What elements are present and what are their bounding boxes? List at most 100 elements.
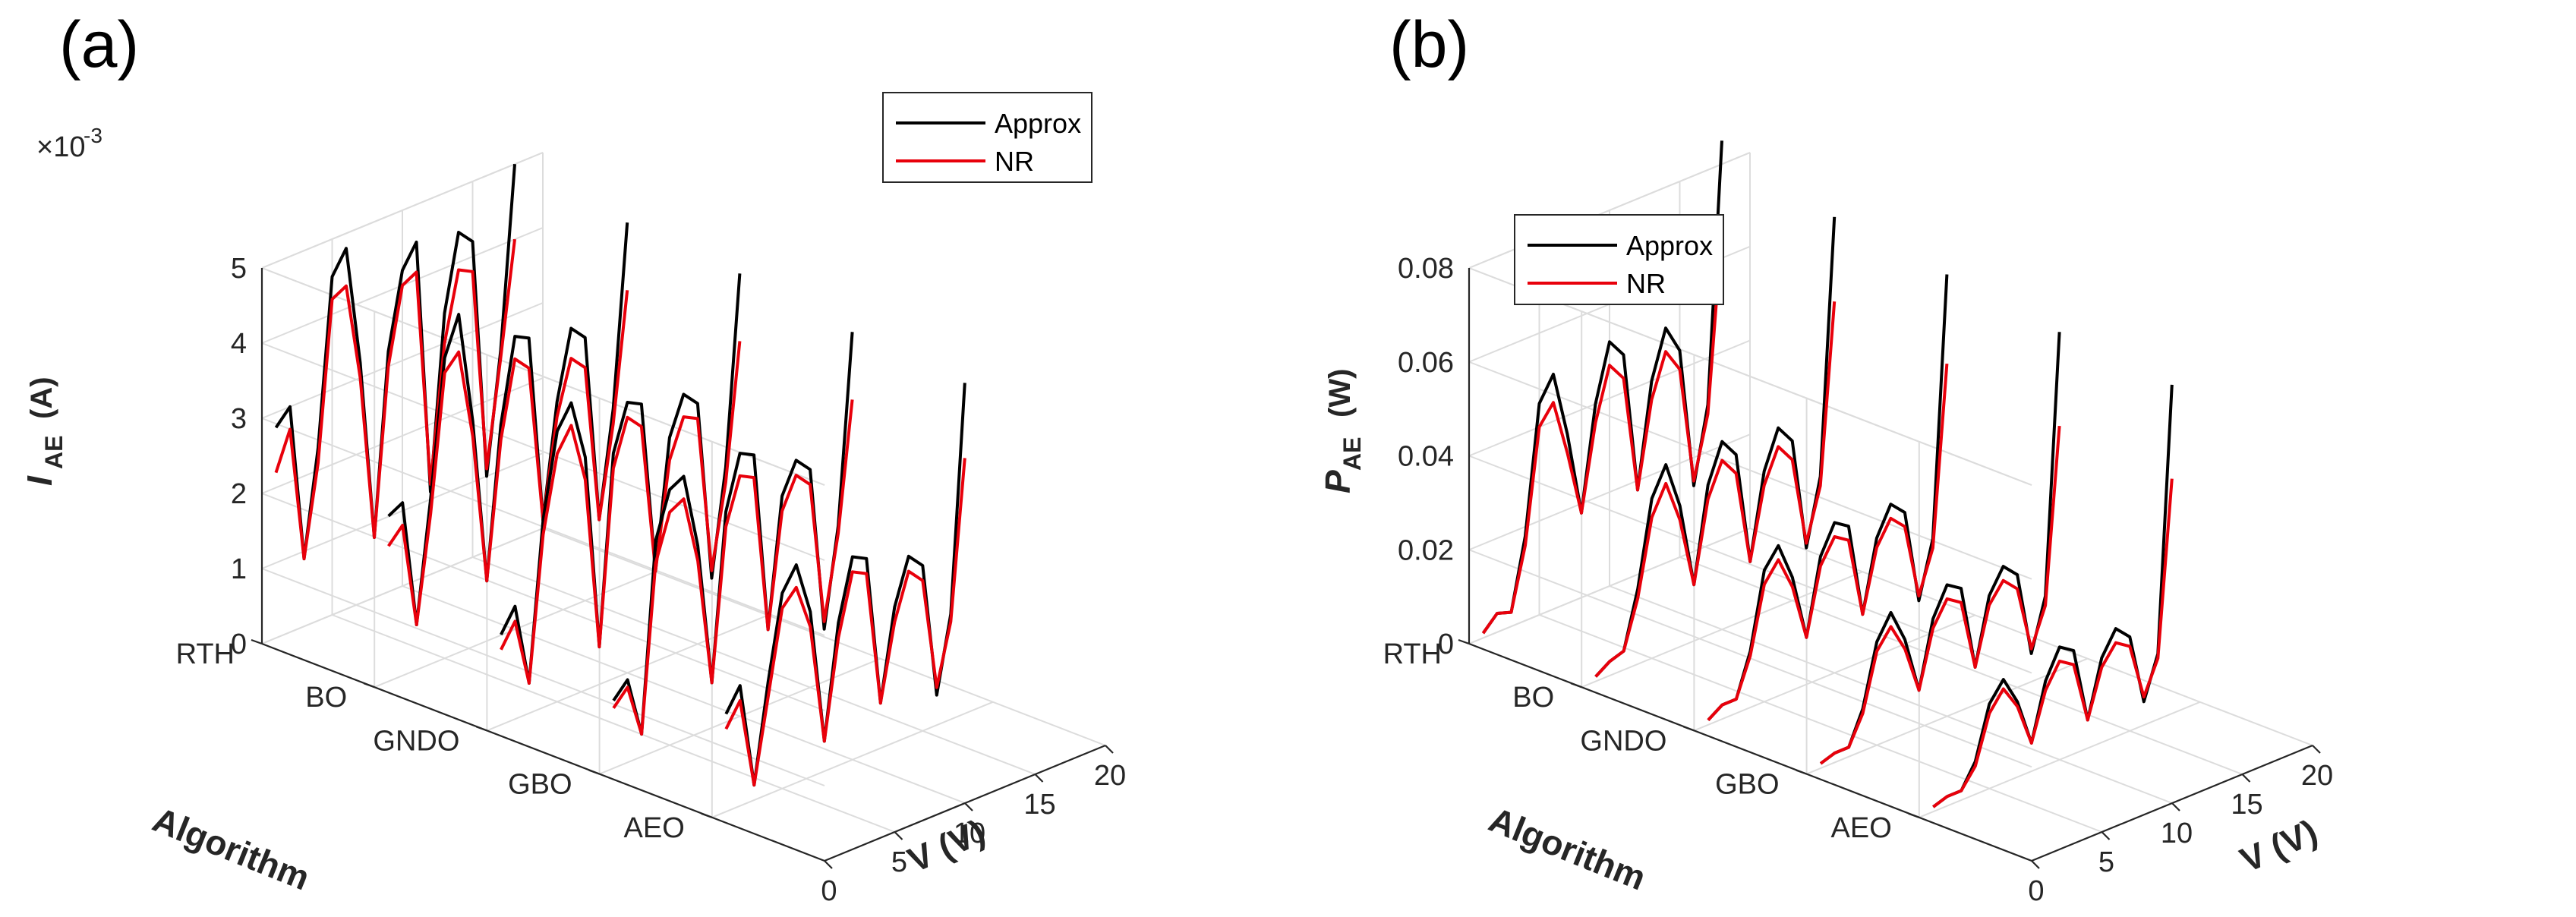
z-tick-label: 0.08 <box>1398 253 1454 285</box>
z-tick-label: 4 <box>231 328 247 360</box>
grid-line-cat-floor <box>261 528 544 644</box>
box-edge <box>261 152 544 269</box>
series-gbo-nr <box>612 399 854 736</box>
panel-b-ticks: 0 0.02 0.04 0.06 0.08 RTH BO GNDO GBO AEO 0 5 10 15 20 <box>1383 253 2334 907</box>
z-tick-label: 0.04 <box>1398 441 1454 473</box>
category-tick-mark <box>1570 682 1582 689</box>
v-tick-label: 15 <box>1023 789 1055 821</box>
series-rth-approx <box>1481 140 1723 635</box>
grid-line-v-floor <box>1749 528 2313 746</box>
z-tick-label: 0.02 <box>1398 534 1454 566</box>
v-tick-mark <box>824 860 833 869</box>
grid-line-cat-floor <box>1919 701 2201 818</box>
category-tick-label: GBO <box>1715 769 1779 801</box>
v-tick-label: 20 <box>2301 760 2333 792</box>
panel-a-ylabel: I AE (A) <box>20 377 68 486</box>
panel-b-ylabel-sub: AE <box>1338 437 1366 471</box>
grid-line-cat-floor <box>1806 657 2088 775</box>
z-tick-label: 2 <box>231 478 247 510</box>
series-gndo-nr <box>500 341 742 685</box>
series-bo-nr <box>387 290 629 626</box>
category-tick-label: GBO <box>508 769 572 801</box>
category-tick-mark <box>588 769 600 775</box>
series-gbo-nr <box>1819 425 2061 765</box>
panel-b-legend-nr: NR <box>1626 268 1666 299</box>
v-tick-label: 15 <box>2231 789 2262 821</box>
category-tick-mark <box>1908 812 1920 818</box>
panel-a-ticks: 0 1 2 3 4 5 RTH BO GNDO GBO AEO 0 5 10 15 20 <box>176 253 1127 907</box>
panel-a-ylabel-main: I <box>20 475 59 486</box>
category-tick-label: AEO <box>1831 812 1892 844</box>
v-tick-mark <box>894 831 903 840</box>
series-bo-approx <box>1594 216 1837 678</box>
series-aeo-nr <box>724 458 966 787</box>
grid-line-cat-floor <box>1694 614 1975 732</box>
v-tick-mark <box>2031 860 2040 869</box>
v-tick-label: 10 <box>954 818 985 849</box>
panel-a-ylabel-sub: AE <box>40 436 68 469</box>
panel-b-ylabel: P AE (W) <box>1318 369 1366 493</box>
category-tick-mark <box>251 638 263 645</box>
series-aeo-approx <box>1932 384 2174 808</box>
z-tick-label: 1 <box>231 553 247 585</box>
panel-b-zlabel: Algorithm <box>1483 799 1651 898</box>
v-tick-mark <box>1034 774 1044 783</box>
panel-a: (a) 0 1 2 3 4 5 RTH BO GNDO GBO AEO 0 5 10 15 20 ×10 -3… <box>20 8 1126 907</box>
grid-line-cat-floor <box>711 701 994 818</box>
grid-line-cat-floor <box>1468 528 1751 644</box>
panel-a-label: (a) <box>59 8 139 81</box>
category-tick-mark <box>363 682 375 689</box>
series-aeo-nr <box>1932 478 2174 808</box>
panel-a-xlabel: V (V) <box>902 811 991 880</box>
grid-line-v-floor <box>542 528 1106 746</box>
z-tick-label: 0 <box>1438 629 1454 660</box>
category-tick-label: BO <box>305 682 347 714</box>
panel-b-ylabel-main: P <box>1318 470 1357 493</box>
panel-b-xlabel: V (V) <box>2234 811 2323 880</box>
panel-b-label: (b) <box>1389 8 1469 81</box>
v-tick-mark <box>2241 774 2251 783</box>
grid-line-v-floor <box>1609 585 2173 804</box>
panel-a-legend-nr: NR <box>995 146 1034 177</box>
v-tick-mark <box>2101 831 2111 840</box>
category-tick-mark <box>1796 769 1807 775</box>
series-bo-approx <box>387 222 629 626</box>
panel-a-legend-box <box>882 92 1093 183</box>
category-tick-label: RTH <box>1383 638 1442 670</box>
v-tick-label: 0 <box>821 875 837 907</box>
panel-b-legend-box <box>1514 214 1724 305</box>
series-bo-nr <box>1594 301 1837 678</box>
grid-line-v-floor <box>402 585 966 804</box>
panel-b-ylabel-unit: (W) <box>1323 369 1357 418</box>
v-tick-label: 5 <box>891 846 907 878</box>
panel-a-legend: Approx NR <box>882 92 1093 183</box>
v-tick-label: 0 <box>2028 875 2044 907</box>
grid-line-cat-floor <box>487 614 768 732</box>
grid-line-cat-floor <box>374 571 656 689</box>
grid-line-z-side <box>1468 455 2032 674</box>
panel-b-series <box>1481 140 2174 808</box>
grid-line-v-floor <box>1679 556 2243 775</box>
box-edge <box>261 267 825 486</box>
panel-a-ylabel-unit: (A) <box>25 377 58 419</box>
z-tick-label: 3 <box>231 403 247 435</box>
panel-b-legend: Approx NR <box>1514 214 1724 305</box>
panel-a-legend-approx: Approx <box>995 108 1081 139</box>
v-tick-label: 20 <box>1094 760 1126 792</box>
v-tick-mark <box>2312 745 2321 754</box>
panel-b-legend-approx: Approx <box>1626 230 1713 261</box>
category-tick-mark <box>701 812 713 818</box>
series-gndo-nr <box>1707 363 1949 721</box>
series-rth-nr <box>1481 229 1723 635</box>
grid-line-v-floor <box>332 614 895 833</box>
panel-a-series <box>274 164 966 787</box>
panel-b: (b) 0 0.02 0.04 0.06 0.08 RTH BO GNDO GBO AEO 0 5 10… <box>1318 8 2333 907</box>
category-tick-label: GNDO <box>1580 725 1666 757</box>
v-tick-label: 10 <box>2161 818 2193 849</box>
panel-a-exponent-power: -3 <box>84 124 102 147</box>
grid-line-z-side <box>261 493 825 711</box>
series-rth-approx <box>274 164 516 561</box>
grid-line-cat-floor <box>1581 571 1863 689</box>
v-tick-mark <box>2171 802 2180 811</box>
